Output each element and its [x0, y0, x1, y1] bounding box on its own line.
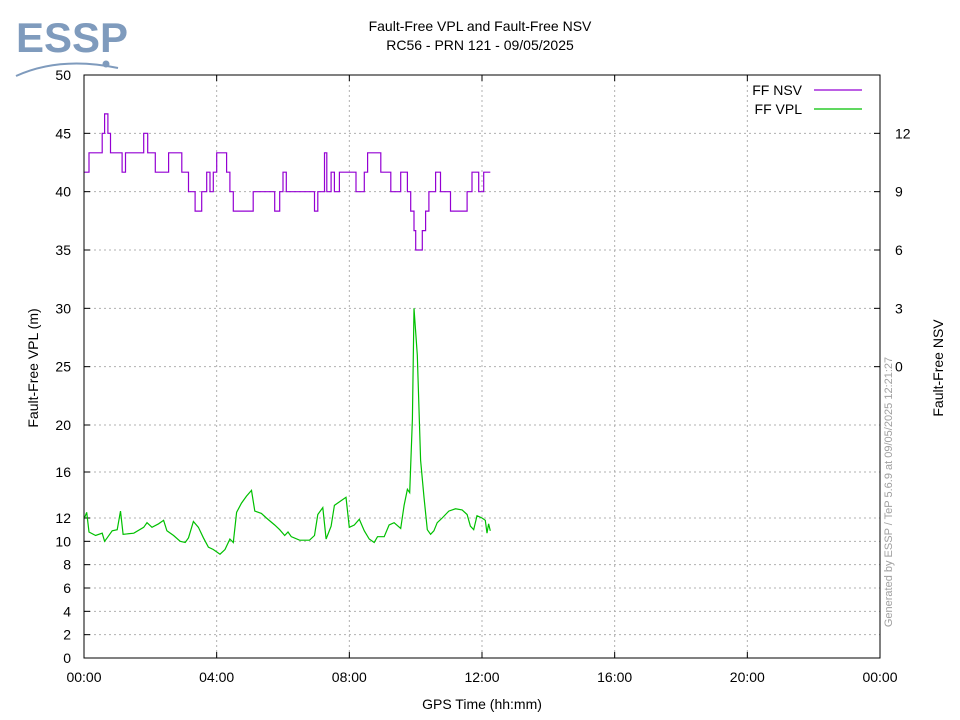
y2-axis-label: Fault-Free NSV — [930, 319, 946, 417]
y-tick-label: 16 — [55, 464, 71, 480]
logo-text: ESSP — [16, 14, 128, 61]
y-axis-label: Fault-Free VPL (m) — [25, 308, 41, 427]
grid — [84, 75, 880, 658]
y2-tick-label: 3 — [895, 300, 903, 316]
y-tick-label: 8 — [63, 557, 71, 573]
y2-axis-ticks: 0 3 6 9 12 — [874, 125, 911, 375]
x-tick-label: 12:00 — [464, 669, 499, 685]
plot-border — [83, 74, 881, 659]
y-tick-label: 12 — [55, 510, 71, 526]
y2-tick-label: 9 — [895, 184, 903, 200]
x-axis-label: GPS Time (hh:mm) — [422, 696, 542, 712]
y-axis-ticks: 0 2 4 6 8 10 12 16 20 25 30 35 40 45 50 — [55, 67, 90, 666]
generated-note: Generated by ESSP / TeP 5.6.9 at 09/05/2… — [883, 357, 895, 627]
y-tick-label: 2 — [63, 627, 71, 643]
x-tick-label: 08:00 — [332, 669, 367, 685]
logo-dot — [102, 60, 110, 68]
y-tick-label: 25 — [55, 359, 71, 375]
series-layer — [83, 113, 491, 555]
y-tick-label: 6 — [63, 580, 71, 596]
essp-logo: ESSP — [15, 14, 128, 77]
ff-vpl-series-line — [83, 308, 491, 555]
y2-tick-label: 0 — [895, 359, 903, 375]
y-tick-label: 4 — [63, 603, 71, 619]
x-tick-label: 16:00 — [597, 669, 632, 685]
y2-tick-label: 12 — [895, 125, 911, 141]
y-tick-label: 30 — [55, 300, 71, 316]
x-tick-label: 00:00 — [66, 669, 101, 685]
legend: FF NSV FF VPL — [752, 82, 862, 117]
y-tick-label: 35 — [55, 242, 71, 258]
x-tick-label: 04:00 — [199, 669, 234, 685]
x-tick-label: 00:00 — [862, 669, 897, 685]
x-tick-label: 20:00 — [730, 669, 765, 685]
ff-nsv-series-line — [84, 113, 491, 251]
y-tick-label: 45 — [55, 125, 71, 141]
y-tick-label: 20 — [55, 417, 71, 433]
y-tick-label: 40 — [55, 184, 71, 200]
y-tick-label: 10 — [55, 533, 71, 549]
chart-title: Fault-Free VPL and Fault-Free NSV — [369, 18, 592, 34]
chart-subtitle: RC56 - PRN 121 - 09/05/2025 — [386, 37, 574, 53]
y-tick-label: 0 — [63, 650, 71, 666]
y-tick-label: 50 — [55, 67, 71, 83]
y2-tick-label: 6 — [895, 242, 903, 258]
x-axis-ticks: 00:00 04:00 08:00 12:00 16:00 20:00 00:00 — [66, 75, 898, 685]
legend-label: FF VPL — [755, 101, 803, 117]
legend-label: FF NSV — [752, 82, 802, 98]
